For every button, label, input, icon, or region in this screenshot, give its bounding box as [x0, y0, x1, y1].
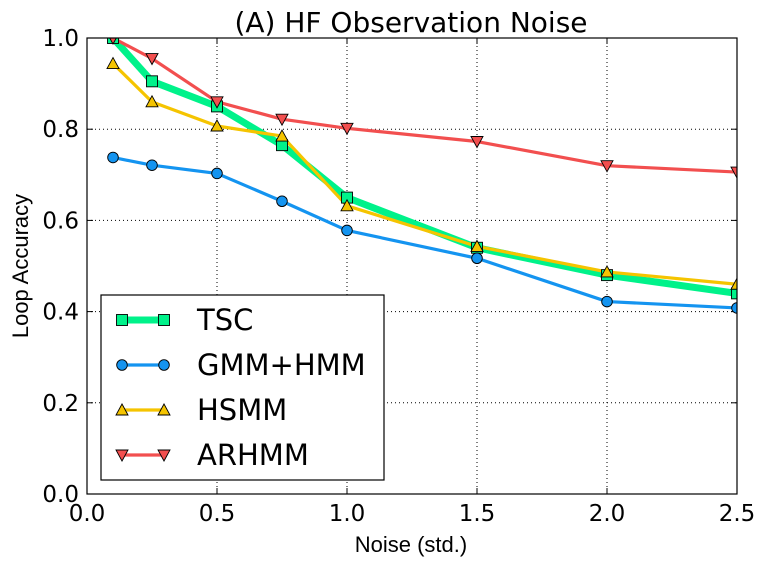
x-tick-label: 2.0: [589, 501, 626, 527]
series-group: [106, 38, 737, 314]
legend-label-gmm-hmm: GMM+HMM: [197, 348, 366, 382]
data-point-hsmm: [145, 94, 159, 108]
legend-label-arhmm: ARHMM: [197, 438, 309, 472]
data-point-gmm-hmm: [276, 195, 288, 207]
data-point-hsmm: [600, 264, 614, 278]
data-point-arhmm: [340, 122, 354, 136]
y-tick-label: 0.4: [42, 300, 79, 326]
data-point-arhmm: [600, 160, 614, 173]
series-line-gmm-hmm: [112, 155, 737, 310]
data-point-arhmm: [730, 166, 737, 180]
plot-frame: [86, 37, 738, 495]
data-point-hsmm: [210, 119, 224, 132]
series-line-tsc: [110, 38, 737, 297]
legend-marker-gmm-hmm: [116, 359, 128, 371]
data-point-hsmm: [275, 129, 289, 142]
y-tick-label: 1.0: [42, 26, 79, 52]
data-point-hsmm: [340, 198, 354, 212]
data-point-arhmm: [470, 136, 484, 149]
data-point-arhmm: [275, 113, 289, 127]
legend-label-hsmm: HSMM: [197, 393, 287, 427]
data-point-hsmm: [470, 239, 484, 252]
data-point-tsc: [731, 287, 737, 300]
y-tick-label: 0.0: [42, 482, 79, 508]
x-tick-label: 0.0: [69, 501, 106, 527]
legend-marker-tsc: [158, 314, 170, 326]
data-point-gmm-hmm: [107, 151, 119, 164]
plot-area: 0.0 0.5 1.0 1.5 2.0 2.5 0.0 0.2 0.4 0.6 0.8 1.0: [42, 26, 755, 527]
y-tick-label: 0.8: [42, 117, 79, 143]
x-tick-label: 1.0: [329, 501, 366, 527]
series-line-hsmm: [111, 62, 737, 286]
legend-label-tsc: TSC: [196, 303, 253, 337]
legend-marker-arhmm: [157, 449, 171, 462]
data-point-gmm-hmm: [341, 224, 353, 237]
data-point-gmm-hmm: [601, 295, 613, 308]
legend-marker-tsc: [116, 314, 128, 326]
y-axis-label: Loop Accuracy: [8, 194, 33, 338]
data-point-gmm-hmm: [211, 167, 223, 180]
data-point-arhmm: [145, 53, 159, 66]
data-point-gmm-hmm: [146, 159, 158, 171]
data-point-gmm-hmm: [471, 252, 483, 264]
data-point-tsc: [146, 75, 158, 88]
x-tick-label: 1.5: [459, 501, 496, 527]
x-tick-label: 0.5: [199, 501, 236, 527]
legend-marker-hsmm: [115, 403, 129, 416]
data-point-hsmm: [106, 56, 120, 69]
legend: TSC GMM+HMM HSMM ARHMM: [100, 294, 385, 481]
series-line-arhmm: [112, 38, 737, 174]
legend-marker-gmm-hmm: [158, 359, 170, 371]
legend-box: [100, 294, 385, 481]
data-point-hsmm: [730, 277, 737, 290]
x-axis-label: Noise (std.): [355, 532, 467, 557]
data-point-gmm-hmm: [731, 302, 737, 314]
data-point-arhmm: [210, 96, 224, 109]
x-tick-label: 2.5: [719, 501, 756, 527]
y-tick-label: 0.2: [42, 391, 79, 417]
y-tick-label: 0.6: [42, 208, 79, 234]
legend-marker-hsmm: [157, 403, 171, 416]
chart-title: (A) HF Observation Noise: [234, 6, 587, 39]
legend-marker-arhmm: [115, 449, 129, 462]
